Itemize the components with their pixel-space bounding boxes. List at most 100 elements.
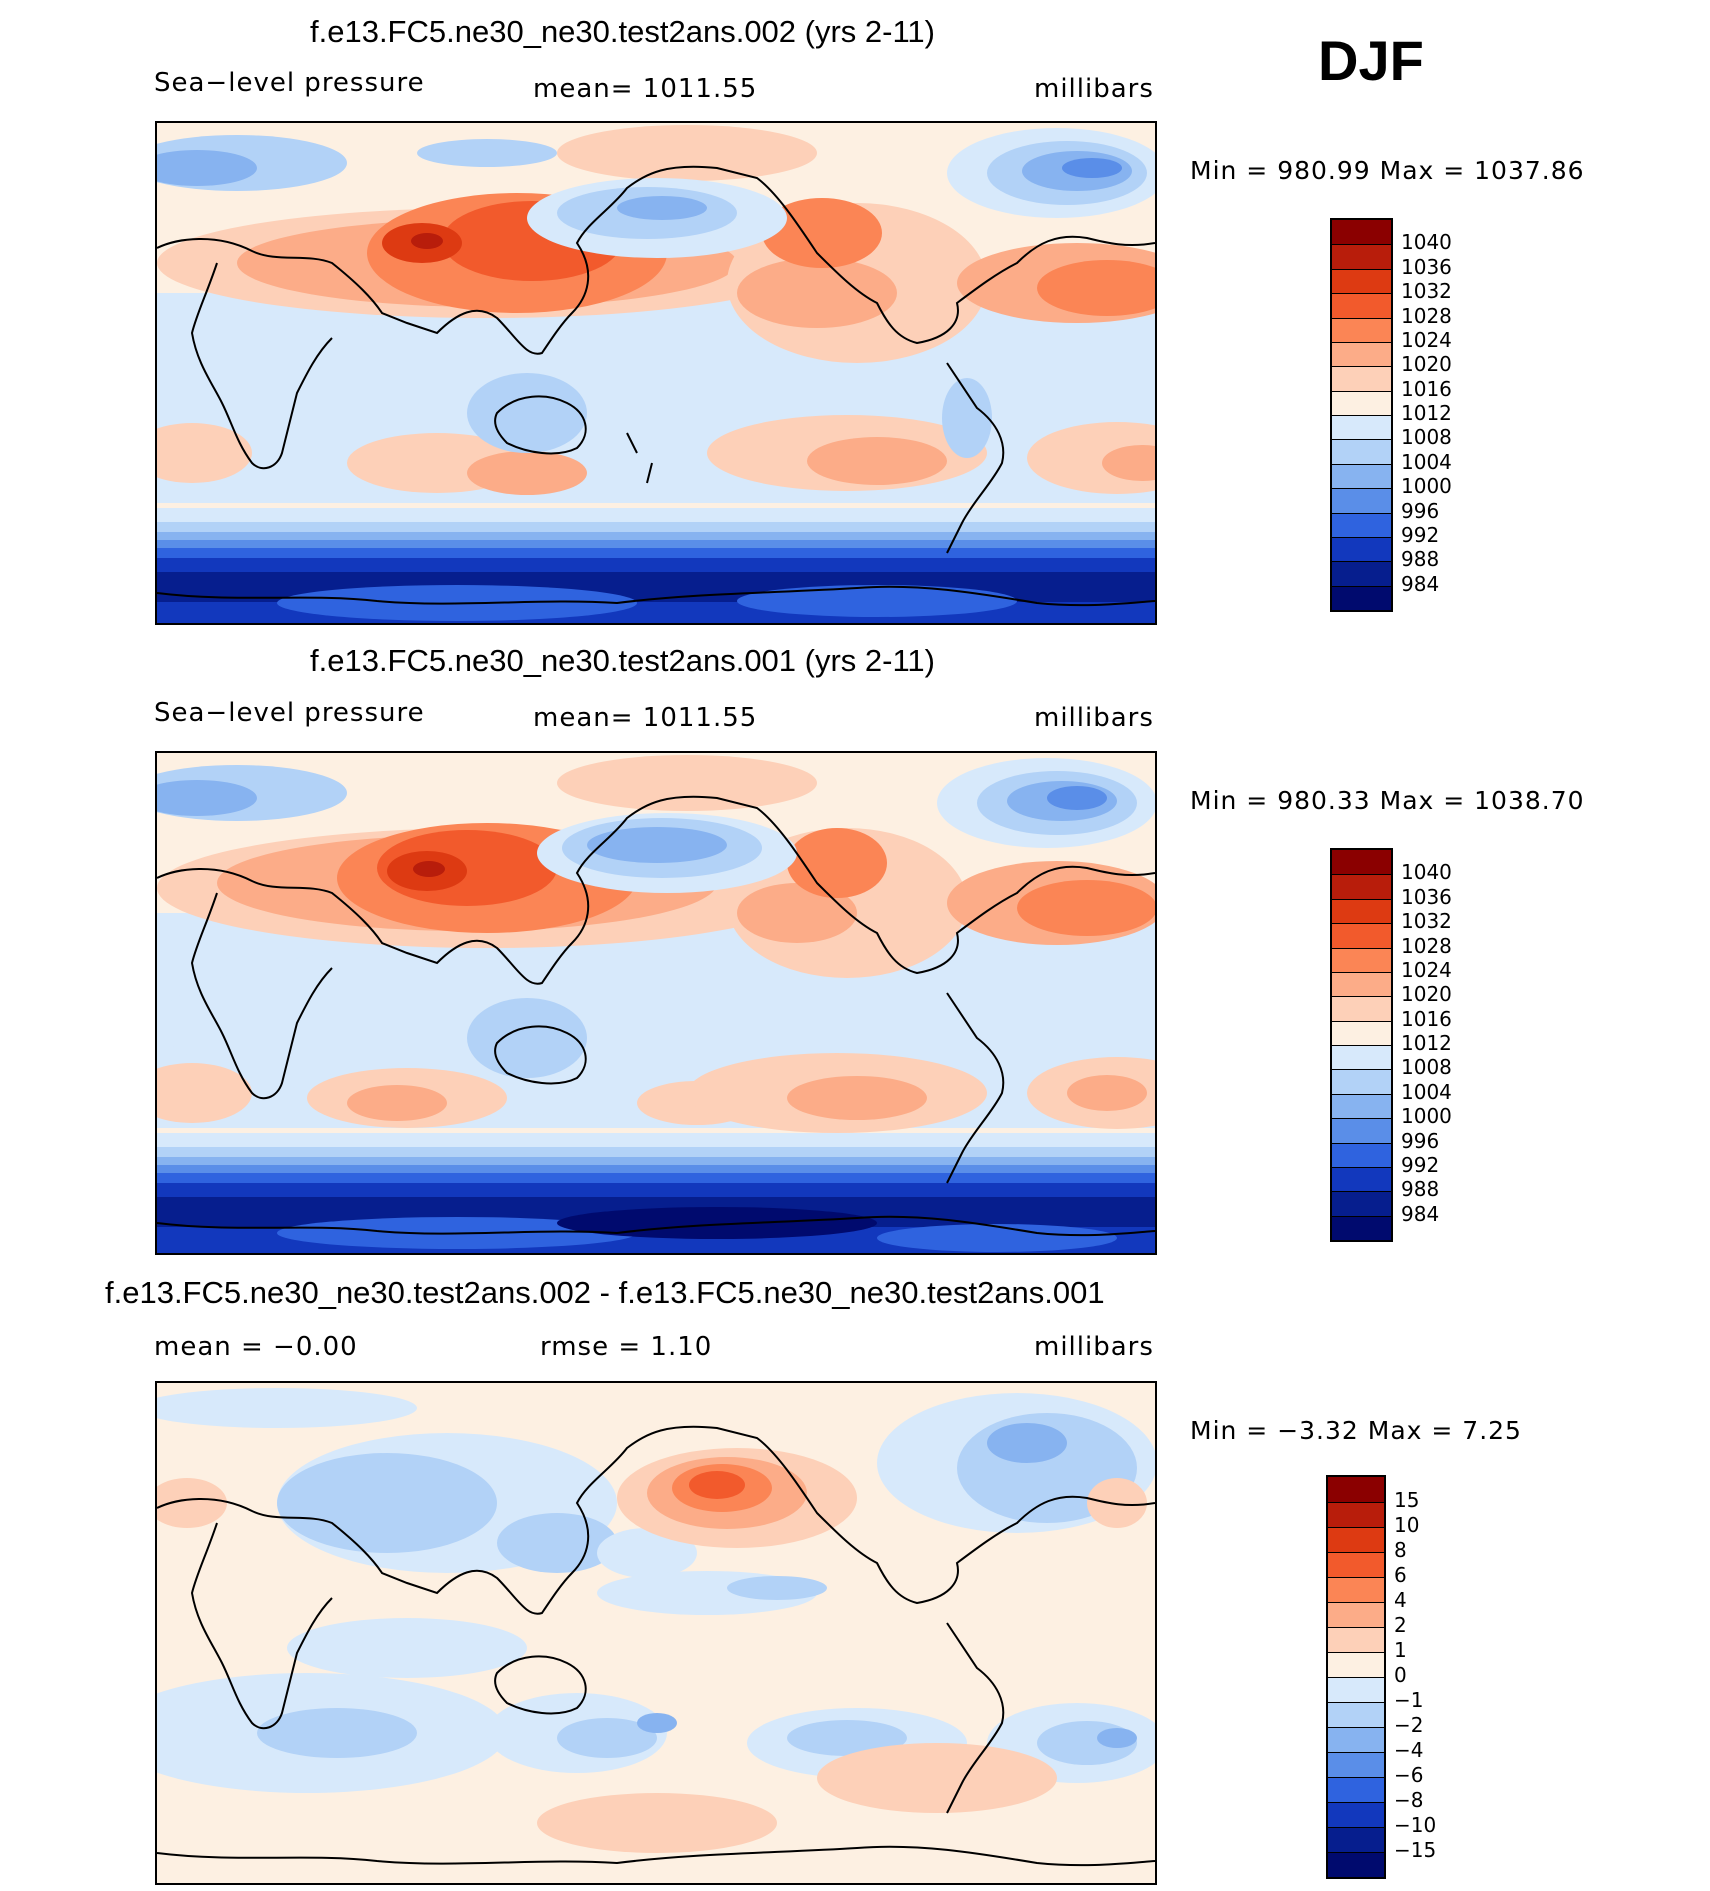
colorbar-swatch — [1328, 1727, 1384, 1752]
colorbar-tick-label: 1012 — [1401, 1031, 1452, 1055]
panel-3-mean-label: mean = −0.00 — [154, 1332, 358, 1362]
colorbar-tick-label: 1020 — [1401, 352, 1452, 377]
season-label: DJF — [1318, 29, 1424, 92]
panel-1-minmax: Min = 980.99 Max = 1037.86 — [1190, 156, 1585, 185]
colorbar-tick-label: 1024 — [1401, 327, 1452, 352]
colorbar-swatch — [1332, 268, 1391, 294]
colorbar-swatch — [1332, 561, 1391, 586]
panel-2-mean-label: mean= 1011.55 — [533, 703, 758, 733]
panel-2-units-label: millibars — [1034, 703, 1154, 733]
colorbar-swatch — [1332, 536, 1391, 562]
panel-1-map-svg — [157, 123, 1155, 623]
colorbar-swatch — [1328, 1552, 1384, 1577]
colorbar-tick-label: 1040 — [1401, 230, 1452, 255]
colorbar-swatch — [1332, 488, 1391, 513]
colorbar-swatch — [1328, 1602, 1384, 1627]
colorbar-tick-label: 1016 — [1401, 376, 1452, 401]
colorbar-tick-label: 1000 — [1401, 474, 1452, 499]
colorbar-swatch — [1332, 1142, 1391, 1167]
colorbar-swatch — [1328, 1477, 1384, 1502]
colorbar-swatch — [1332, 898, 1391, 924]
colorbar-tick-label: 1016 — [1401, 1006, 1452, 1031]
panel-3-colorbar — [1326, 1475, 1386, 1879]
colorbar-tick-label: 1032 — [1401, 279, 1452, 304]
colorbar-swatch — [1332, 1045, 1391, 1070]
colorbar-tick-label: 1036 — [1401, 884, 1452, 909]
colorbar-swatch — [1332, 220, 1391, 245]
colorbar-tick-label: 992 — [1401, 1152, 1440, 1177]
colorbar-swatch — [1328, 1702, 1384, 1727]
colorbar-tick-label: 996 — [1401, 1128, 1440, 1153]
colorbar-tick-label: 1020 — [1401, 982, 1452, 1007]
colorbar-swatch — [1332, 463, 1391, 489]
colorbar-swatch — [1328, 1802, 1384, 1827]
panel-3-rmse-label: rmse = 1.10 — [540, 1332, 713, 1362]
colorbar-tick-label: 1028 — [1401, 933, 1452, 958]
panel-2-map — [155, 751, 1157, 1255]
colorbar-swatch — [1332, 415, 1391, 440]
colorbar-swatch — [1332, 1093, 1391, 1119]
colorbar-tick-label: 6 — [1394, 1563, 1407, 1587]
panel-2-title: f.e13.FC5.ne30_ne30.test2ans.001 (yrs 2-… — [310, 643, 935, 678]
colorbar-swatch — [1332, 390, 1391, 415]
colorbar-tick-label: −8 — [1394, 1788, 1424, 1812]
colorbar-tick-label: 1004 — [1401, 1079, 1452, 1104]
colorbar-swatch — [1332, 1191, 1391, 1216]
colorbar-tick-label: 1 — [1394, 1638, 1407, 1662]
colorbar-tick-label: 10 — [1394, 1513, 1420, 1537]
colorbar-tick-label: −4 — [1394, 1738, 1424, 1762]
colorbar-tick-label: 1028 — [1401, 303, 1452, 328]
panel-2-colorbar — [1330, 848, 1393, 1242]
colorbar-tick-label: 984 — [1401, 571, 1440, 596]
colorbar-swatch — [1332, 293, 1391, 318]
colorbar-tick-label: −6 — [1394, 1763, 1424, 1787]
panel-3-map — [155, 1381, 1157, 1885]
colorbar-tick-label: 992 — [1401, 522, 1440, 547]
colorbar-swatch — [1332, 1118, 1391, 1143]
colorbar-tick-label: 984 — [1401, 1201, 1440, 1226]
colorbar-swatch — [1332, 971, 1391, 997]
colorbar-swatch — [1328, 1502, 1384, 1527]
colorbar-tick-label: −1 — [1394, 1688, 1424, 1712]
colorbar-swatch — [1332, 850, 1391, 875]
panel-3-units-label: millibars — [1034, 1332, 1154, 1362]
panel-1-colorbar — [1330, 218, 1393, 612]
colorbar-swatch — [1332, 341, 1391, 367]
colorbar-swatch — [1332, 244, 1391, 269]
colorbar-swatch — [1332, 996, 1391, 1021]
panel-2-minmax: Min = 980.33 Max = 1038.70 — [1190, 786, 1585, 815]
colorbar-tick-label: 1000 — [1401, 1104, 1452, 1129]
colorbar-swatch — [1332, 923, 1391, 948]
colorbar-tick-label: 1004 — [1401, 449, 1452, 474]
colorbar-tick-label: 8 — [1394, 1538, 1407, 1562]
colorbar-swatch — [1328, 1577, 1384, 1602]
colorbar-swatch — [1328, 1652, 1384, 1677]
panel-3-map-svg — [157, 1383, 1155, 1883]
colorbar-tick-label: 0 — [1394, 1663, 1407, 1687]
colorbar-swatch — [1332, 1069, 1391, 1094]
colorbar-swatch — [1332, 874, 1391, 899]
colorbar-swatch — [1332, 366, 1391, 391]
colorbar-tick-label: 1008 — [1401, 1055, 1452, 1080]
colorbar-tick-label: −15 — [1394, 1838, 1437, 1862]
colorbar-swatch — [1332, 585, 1391, 610]
colorbar-swatch — [1332, 512, 1391, 537]
colorbar-tick-label: 996 — [1401, 498, 1440, 523]
panel-3-title: f.e13.FC5.ne30_ne30.test2ans.002 - f.e13… — [105, 1275, 1105, 1310]
colorbar-swatch — [1328, 1627, 1384, 1652]
panel-1-title: f.e13.FC5.ne30_ne30.test2ans.002 (yrs 2-… — [310, 14, 935, 49]
panel-1-map — [155, 121, 1157, 625]
colorbar-tick-label: 4 — [1394, 1588, 1407, 1612]
panel-1-variable-label: Sea−level pressure — [154, 68, 425, 98]
colorbar-swatch — [1328, 1677, 1384, 1702]
colorbar-swatch — [1332, 947, 1391, 972]
colorbar-tick-label: 1032 — [1401, 909, 1452, 934]
colorbar-tick-label: 988 — [1401, 1177, 1440, 1202]
colorbar-swatch — [1328, 1777, 1384, 1802]
colorbar-swatch — [1332, 1166, 1391, 1192]
colorbar-tick-label: 2 — [1394, 1613, 1407, 1637]
colorbar-tick-label: −10 — [1394, 1813, 1437, 1837]
panel-3-minmax: Min = −3.32 Max = 7.25 — [1190, 1416, 1522, 1445]
panel-2-variable-label: Sea−level pressure — [154, 698, 425, 728]
colorbar-swatch — [1332, 439, 1391, 464]
